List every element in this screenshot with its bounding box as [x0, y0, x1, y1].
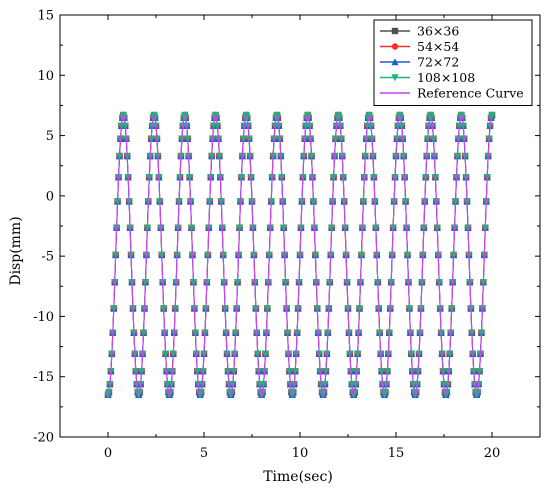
x-axis-label: Time(sec) [263, 469, 333, 485]
y-tick-label: -5 [41, 250, 54, 265]
legend-swatch-marker [391, 27, 399, 35]
legend-item: 36×36 [380, 24, 459, 39]
y-axis-label: Disp(mm) [8, 216, 24, 285]
legend-swatch-marker [391, 74, 399, 82]
plot-area [104, 111, 496, 399]
y-tick-label: 0 [46, 189, 54, 204]
legend-swatch-marker [391, 58, 399, 66]
legend-label: Reference Curve [417, 86, 524, 101]
y-tick-label: 15 [37, 9, 54, 24]
legend-swatch-marker [391, 43, 399, 50]
x-tick-label: 5 [200, 446, 208, 461]
legend-item: Reference Curve [380, 86, 524, 101]
legend-label: 108×108 [417, 70, 475, 85]
x-tick-label: 10 [292, 446, 309, 461]
legend-label: 54×54 [417, 39, 459, 54]
y-tick-label: -15 [33, 370, 54, 385]
axes: 0 5 10 15 20 15 10 5 0 -5 -10 -15 -20 [33, 9, 541, 461]
legend-label: 72×72 [417, 55, 459, 70]
y-tick-label: 10 [37, 69, 54, 84]
plot-content [104, 111, 496, 399]
y-tick-label: 5 [46, 129, 54, 144]
y-tick-label: -10 [33, 310, 54, 325]
reference-curve-line [107, 114, 493, 396]
legend-item: 72×72 [380, 55, 459, 70]
x-tick-label: 20 [484, 446, 501, 461]
legend-label: 36×36 [417, 24, 459, 39]
legend-item: 108×108 [380, 70, 475, 85]
legend-item: 54×54 [380, 39, 459, 54]
x-tick-label: 15 [388, 446, 405, 461]
y-tick-label: -20 [33, 431, 54, 446]
x-tick-label: 0 [104, 446, 112, 461]
